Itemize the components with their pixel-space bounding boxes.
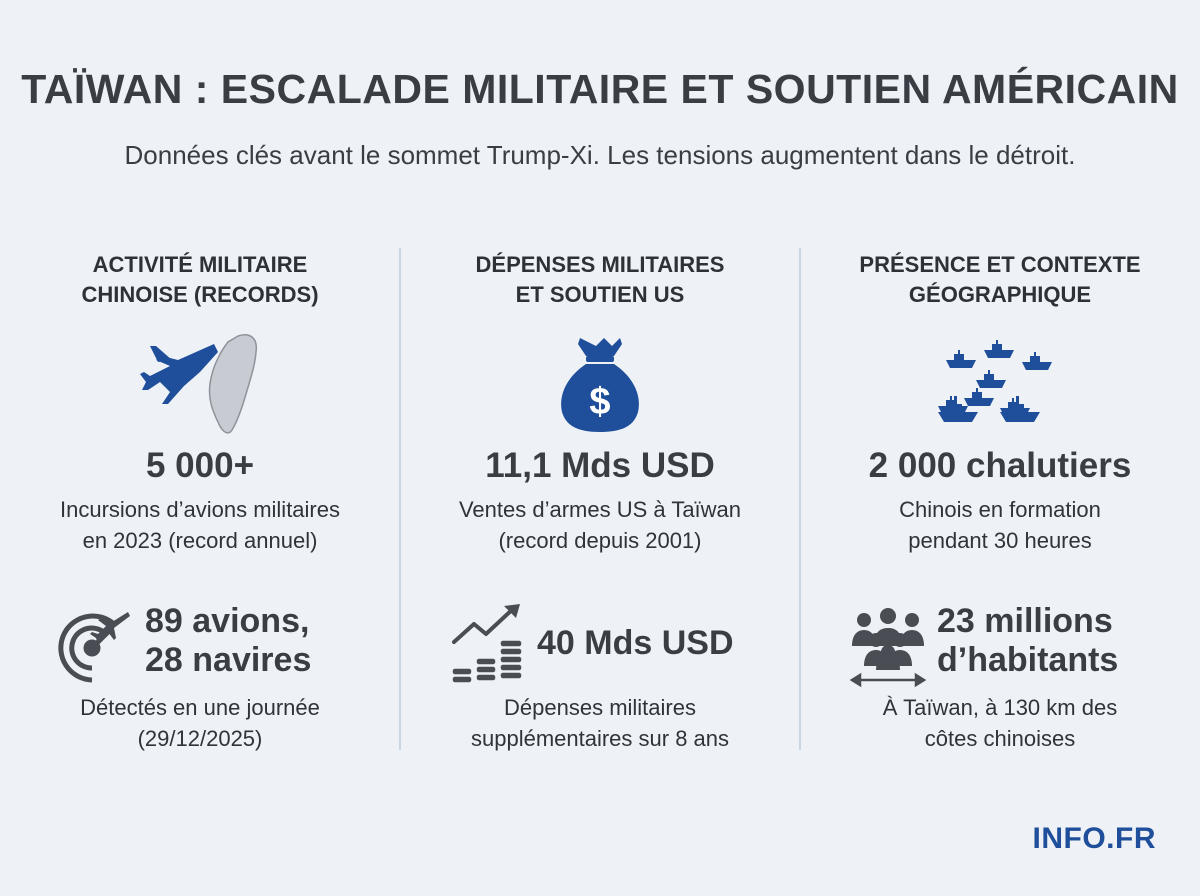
column-heading-line: PRÉSENCE ET CONTEXTE xyxy=(859,252,1141,277)
column-heading: DÉPENSES MILITAIRES ET SOUTIEN US xyxy=(400,250,800,316)
secondary-stat: 89 avions, 28 navires xyxy=(0,602,400,690)
stat-description-line: Ventes d’armes US à Taïwan xyxy=(458,497,742,522)
fishing-boats-icon xyxy=(800,332,1200,442)
coins-growth-icon xyxy=(450,602,526,686)
stat-description-line: en 2023 (record annuel) xyxy=(82,528,318,553)
column-military-activity: ACTIVITÉ MILITAIRE CHINOISE (RECORDS) 5 … xyxy=(0,250,400,751)
secondary-stat-description: Détectés en une journée (29/12/2025) xyxy=(10,692,390,754)
stat-description-line: Dépenses militaires xyxy=(504,695,696,720)
secondary-stat-line: d’habitants xyxy=(937,641,1119,679)
column-heading-line: DÉPENSES MILITAIRES xyxy=(475,252,725,277)
population-distance-icon xyxy=(850,606,926,690)
secondary-stat-value: 89 avions, 28 navires xyxy=(145,602,311,680)
radar-plane-icon xyxy=(52,608,132,688)
page-title: TAÏWAN : ESCALADE MILITAIRE ET SOUTIEN A… xyxy=(21,66,1179,112)
secondary-stat: 23 millions d’habitants xyxy=(800,602,1200,690)
secondary-stat-description: Dépenses militaires supplémentaires sur … xyxy=(410,692,790,754)
column-geographic-context: PRÉSENCE ET CONTEXTE GÉOGRAPHIQUE xyxy=(800,250,1200,751)
secondary-stat-line: 23 millions xyxy=(937,602,1113,640)
stat-description: Ventes d’armes US à Taïwan (record depui… xyxy=(410,494,790,556)
stat-description-line: Chinois en formation xyxy=(899,497,1101,522)
column-heading: ACTIVITÉ MILITAIRE CHINOISE (RECORDS) xyxy=(0,250,400,316)
secondary-stat-line: 89 avions, xyxy=(145,602,310,640)
column-heading-line: CHINOISE (RECORDS) xyxy=(81,282,319,307)
secondary-stat-value: 40 Mds USD xyxy=(537,624,734,663)
stat-description-line: côtes chinoises xyxy=(924,726,1076,751)
column-heading-line: GÉOGRAPHIQUE xyxy=(908,282,1092,307)
page-subtitle: Données clés avant le sommet Trump-Xi. L… xyxy=(124,140,1076,170)
stat-description: Chinois en formation pendant 30 heures xyxy=(810,494,1190,556)
stat-description-line: À Taïwan, à 130 km des xyxy=(882,695,1118,720)
stat-description-line: pendant 30 heures xyxy=(908,528,1092,553)
stat-value: 2 000 chalutiers xyxy=(868,446,1132,485)
brand-logo[interactable]: INFO.FR xyxy=(1032,822,1156,855)
stat-description-line: Détectés en une journée xyxy=(80,695,320,720)
fighter-jet-and-taiwan-map-icon xyxy=(0,332,400,442)
stat-description-line: Incursions d’avions militaires xyxy=(60,497,340,522)
stat-description-line: (record depuis 2001) xyxy=(498,528,702,553)
secondary-stat-description: À Taïwan, à 130 km des côtes chinoises xyxy=(810,692,1190,754)
secondary-stat-value: 23 millions d’habitants xyxy=(937,602,1118,680)
secondary-stat: 40 Mds USD xyxy=(400,602,800,690)
money-bag-icon: $ xyxy=(400,332,800,442)
stat-description-line: supplémentaires sur 8 ans xyxy=(470,726,730,751)
secondary-stat-line: 28 navires xyxy=(145,641,312,679)
column-heading-line: ACTIVITÉ MILITAIRE xyxy=(92,252,308,277)
column-divider xyxy=(399,248,401,750)
stat-value: 11,1 Mds USD xyxy=(485,446,715,485)
column-heading-line: ET SOUTIEN US xyxy=(515,282,685,307)
stat-value: 5 000+ xyxy=(145,446,255,485)
secondary-stat-line: 40 Mds USD xyxy=(537,624,734,662)
svg-text:$: $ xyxy=(589,381,610,423)
stat-description: Incursions d’avions militaires en 2023 (… xyxy=(10,494,390,556)
column-military-spending: DÉPENSES MILITAIRES ET SOUTIEN US $ 11,1… xyxy=(400,250,800,751)
column-divider xyxy=(799,248,801,750)
stat-description-line: (29/12/2025) xyxy=(137,726,263,751)
column-heading: PRÉSENCE ET CONTEXTE GÉOGRAPHIQUE xyxy=(800,250,1200,316)
